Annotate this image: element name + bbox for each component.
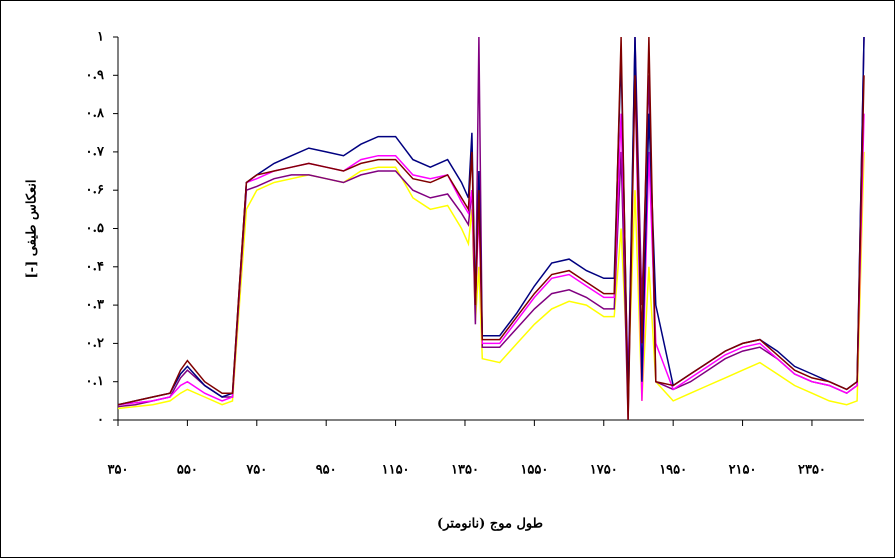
series-line: [117, 151, 865, 410]
x-tick-label: ۵۵۰: [177, 463, 198, 478]
x-axis-title: طول موج (نانومتر): [437, 517, 543, 532]
x-tick-label: ۱۹۵۰: [659, 463, 687, 478]
y-tick-label: ۰.۲: [86, 336, 105, 351]
y-tick-label: ۰.۱: [86, 374, 105, 389]
y-tick-label: ۰.۸: [86, 106, 106, 121]
y-tick-label: ۰.۵: [86, 221, 105, 236]
y-axis-title: انعکاس طیفی [-]: [25, 180, 40, 279]
y-tick-label: ۰.۷: [86, 144, 106, 159]
x-tick-label: ۷۵۰: [245, 463, 267, 478]
x-tick-label: ۱۵۵۰: [520, 463, 548, 478]
y-tick-label: ۰.۶: [86, 183, 105, 198]
x-tick-label: ۲۱۵۰: [729, 463, 757, 478]
x-tick-label: ۱۳۵۰: [451, 463, 479, 478]
y-tick-label: ۰.۹: [86, 68, 105, 83]
x-tick-label: ۹۵۰: [316, 463, 337, 478]
y-tick-label: ۰.۳: [86, 298, 105, 313]
y-tick-label: ۱: [97, 30, 104, 45]
x-tick-label: ۲۳۵۰: [798, 463, 826, 478]
y-tick-label: ۰: [97, 413, 104, 428]
x-tick-label: ۳۵۰: [108, 463, 129, 478]
series-line: [117, 36, 865, 421]
x-tick-label: ۱۷۵۰: [590, 463, 618, 478]
x-tick-label: ۱۱۵۰: [382, 463, 410, 478]
y-tick-label: ۰.۴: [86, 259, 105, 274]
